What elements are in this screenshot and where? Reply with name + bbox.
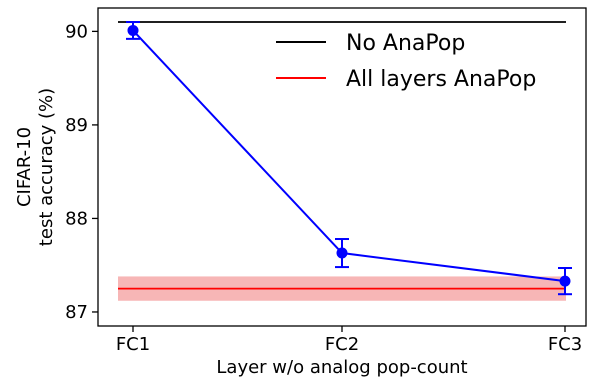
x-axis-title: Layer w/o analog pop-count: [216, 357, 467, 378]
data-point-FC2: [336, 247, 348, 259]
y-tick-label-89: 89: [65, 115, 88, 136]
legend: No AnaPop All layers AnaPop: [276, 31, 536, 92]
y-tick-label-90: 90: [65, 21, 88, 42]
x-tick-label-FC3: FC3: [548, 334, 582, 355]
y-axis-title-line-2: test accuracy (%): [36, 88, 57, 246]
x-tick-label-FC1: FC1: [116, 334, 150, 355]
data-point-FC1: [127, 24, 139, 36]
x-tick-label-FC2: FC2: [325, 334, 359, 355]
legend-label-no-anapop: No AnaPop: [346, 31, 465, 56]
y-axis: 87 88 89 90: [65, 21, 98, 323]
series-layer: [126, 21, 572, 296]
y-tick-label-88: 88: [65, 208, 88, 229]
y-axis-title-line-1: CIFAR-10: [14, 127, 35, 207]
y-tick-label-87: 87: [65, 302, 88, 323]
plot-area: 87 88 89 90 FC1 FC2 FC3: [65, 7, 587, 355]
data-point-FC3: [559, 275, 571, 287]
x-axis: FC1 FC2 FC3: [116, 326, 582, 355]
legend-label-all-layers-anapop: All layers AnaPop: [346, 67, 536, 92]
reference-line-layer: [118, 21, 566, 290]
